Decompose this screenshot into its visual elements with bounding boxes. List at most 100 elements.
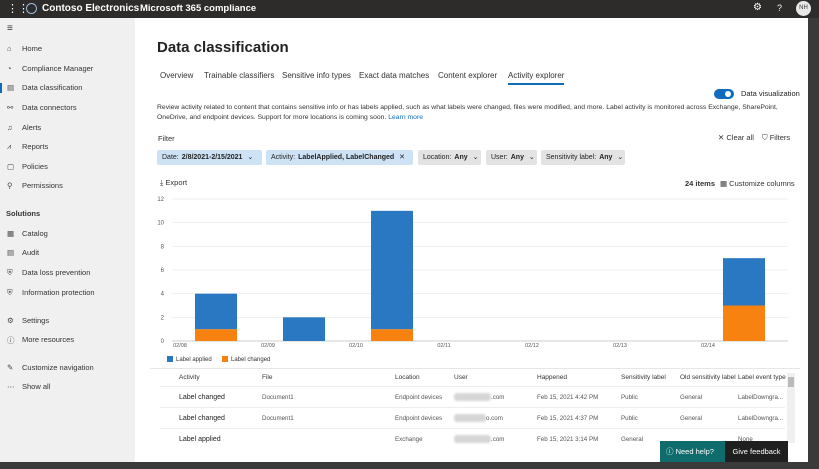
nav-item[interactable]: Settings	[22, 316, 50, 325]
x-tick-label: 02/11	[437, 343, 450, 349]
toggle[interactable]	[714, 89, 734, 99]
chip-caret: ⌄	[526, 154, 535, 161]
toggle-label: Data visualization	[741, 89, 800, 98]
filter-chip[interactable]: Activity: LabelApplied, LabelChanged ✕	[266, 150, 413, 165]
nav-item[interactable]: Home	[22, 44, 43, 53]
description-text: Review activity related to content that …	[157, 104, 778, 121]
nav-item[interactable]: Data connectors	[22, 103, 77, 112]
logo	[26, 3, 37, 14]
column-header[interactable]: Sensitivity label	[621, 374, 666, 381]
y-tick-label: 12	[157, 197, 164, 203]
tab[interactable]: Activity explorer	[508, 71, 565, 85]
chip-value: 2/8/2021-2/15/2021	[181, 154, 243, 161]
filter-chip[interactable]: Date: 2/8/2021-2/15/2021 ⌄	[157, 150, 262, 165]
table-cell: Endpoint devices	[395, 394, 443, 401]
legend-swatch	[222, 356, 228, 362]
tab[interactable]: Overview	[160, 71, 194, 80]
row-activity[interactable]: Label changed	[179, 415, 225, 422]
avatar[interactable]: NH	[796, 1, 811, 16]
tab[interactable]: Trainable classifiers	[204, 71, 275, 80]
nav-icon: ⚙	[7, 316, 14, 325]
nav-item[interactable]: Policies	[22, 162, 48, 171]
nav-item[interactable]: Reports	[22, 142, 49, 151]
table-cell: Public	[621, 415, 638, 422]
table-cell: .com	[491, 436, 505, 443]
nav-icon: ⌂	[7, 44, 12, 53]
table-cell: Document1	[262, 415, 294, 422]
redacted-user	[454, 393, 491, 401]
bar-segment	[195, 329, 237, 341]
scrollbar[interactable]	[787, 373, 795, 443]
nav-item[interactable]: Data classification	[22, 83, 83, 92]
bar-segment	[723, 305, 765, 341]
nav-icon: ⓘ	[7, 336, 15, 345]
hamburger[interactable]: ≡	[7, 23, 13, 34]
need-help-text: Need help?	[675, 447, 714, 456]
filter-chip[interactable]: Location: Any ⌄	[418, 150, 481, 165]
chip-value: Any	[599, 154, 613, 161]
column-header[interactable]: File	[262, 374, 273, 381]
filters-text: Filters	[769, 133, 791, 142]
x-tick-label: 02/09	[261, 343, 275, 349]
chip-value: LabelApplied, LabelChanged	[298, 154, 395, 161]
clear-all[interactable]: ✕ Clear all	[718, 133, 754, 142]
nav-icon: ▢	[7, 162, 15, 171]
nav-item[interactable]: Permissions	[22, 181, 63, 190]
filter-chip[interactable]: Sensitivity label: Any ⌄	[541, 150, 625, 165]
chip-label: Location:	[423, 154, 452, 161]
nav-icon: ♫	[7, 123, 13, 132]
nav-item[interactable]: Alerts	[22, 123, 42, 132]
brand: Contoso Electronics	[42, 3, 140, 14]
nav-item[interactable]: Show all	[22, 382, 51, 391]
waffle-icon[interactable]: ⋮⋮	[7, 3, 29, 15]
filter-chip[interactable]: User: Any ⌄	[486, 150, 537, 165]
chip-caret: ⌄	[615, 154, 624, 161]
settings-icon[interactable]: ⚙	[753, 2, 762, 13]
bar-segment	[283, 317, 325, 341]
nav-item[interactable]: Data loss prevention	[22, 268, 91, 277]
nav-section: Solutions	[6, 209, 41, 218]
clear-all-text: Clear all	[726, 133, 754, 142]
scroll-thumb[interactable]	[788, 377, 794, 387]
column-header[interactable]: Location	[395, 374, 420, 381]
column-header[interactable]: Activity	[179, 374, 200, 381]
nav-item[interactable]: Information protection	[22, 288, 95, 297]
nav-icon: ▤	[7, 83, 15, 92]
row-activity[interactable]: Label applied	[179, 436, 221, 443]
nav-icon: ⋯	[7, 382, 15, 391]
nav-item[interactable]: Audit	[22, 248, 40, 257]
nav-item[interactable]: Compliance Manager	[22, 64, 94, 73]
page-title: Data classification	[157, 39, 289, 56]
export-button[interactable]: ⤓ Export	[160, 178, 188, 187]
help-icon[interactable]: ?	[777, 3, 783, 13]
redacted-user	[454, 414, 486, 422]
row-divider	[160, 386, 785, 387]
filters-button[interactable]: ⛉ Filters	[762, 133, 791, 142]
tab[interactable]: Exact data matches	[359, 71, 430, 80]
legend-label: Label applied	[176, 357, 212, 363]
nav-item[interactable]: Catalog	[22, 229, 48, 238]
bar-segment	[723, 258, 765, 306]
nav-item[interactable]: More resources	[22, 335, 75, 344]
bar-segment	[371, 329, 413, 341]
tab[interactable]: Content explorer	[438, 71, 498, 80]
table-cell: Feb 15, 2021 4:42 PM	[537, 394, 599, 401]
column-header[interactable]: Label event type	[738, 374, 786, 381]
row-activity[interactable]: Label changed	[179, 394, 225, 401]
app-name: Microsoft 365 compliance	[140, 3, 257, 14]
table-cell: General	[621, 436, 644, 443]
tab[interactable]: Sensitive info types	[282, 71, 351, 80]
table-divider	[150, 368, 800, 369]
need-help[interactable]: ⓘ Need help?	[660, 441, 725, 462]
column-header[interactable]: Old sensitivity label	[680, 374, 736, 381]
y-tick-label: 10	[157, 221, 164, 227]
customize-columns[interactable]: ▦ Customize columns	[720, 179, 795, 188]
nav-icon: ▤	[7, 248, 15, 257]
give-feedback[interactable]: Give feedback	[725, 441, 788, 462]
column-header[interactable]: Happened	[537, 374, 567, 381]
column-header[interactable]: User	[454, 374, 468, 381]
nav-item[interactable]: Customize navigation	[22, 363, 94, 372]
frame-bottom	[0, 462, 819, 469]
learn-more[interactable]: Learn more	[388, 113, 423, 121]
